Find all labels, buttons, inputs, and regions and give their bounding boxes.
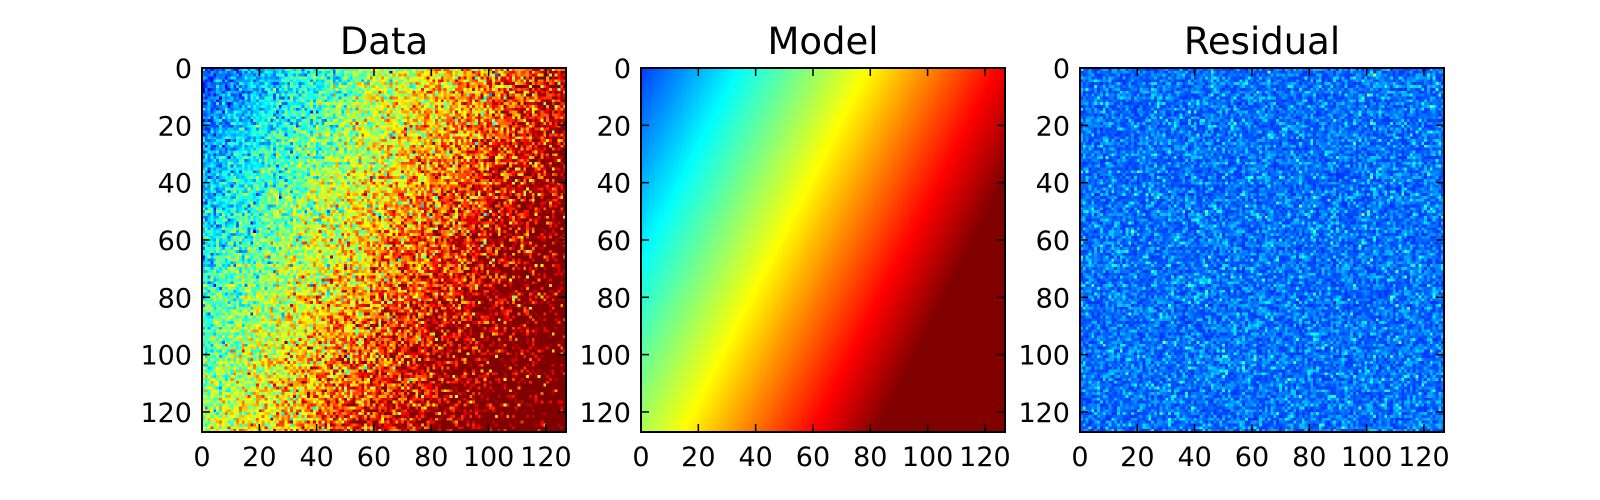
x-tick-label: 60 — [1235, 442, 1269, 473]
x-tick-label: 20 — [681, 442, 715, 473]
y-tick-label: 60 — [1036, 226, 1070, 257]
x-tick-label: 40 — [738, 442, 772, 473]
x-tick-label: 100 — [902, 442, 954, 473]
y-tick-label: 0 — [1053, 54, 1070, 85]
y-tick-label: 0 — [614, 54, 631, 85]
y-tick-label: 20 — [1036, 111, 1070, 142]
y-tick-label: 100 — [140, 341, 192, 372]
y-tick-label: 20 — [158, 111, 192, 142]
y-tick-label: 20 — [597, 111, 631, 142]
x-tick-label: 80 — [1292, 442, 1326, 473]
y-tick-label: 40 — [158, 169, 192, 200]
y-tick-label: 120 — [1018, 398, 1070, 429]
y-tick-label: 40 — [1036, 169, 1070, 200]
y-tick-label: 80 — [597, 283, 631, 314]
y-tick-label: 60 — [597, 226, 631, 257]
x-tick-label: 100 — [463, 442, 515, 473]
x-tick-label: 0 — [193, 442, 210, 473]
x-tick-label: 80 — [414, 442, 448, 473]
y-tick-label: 100 — [1018, 341, 1070, 372]
y-tick-label: 120 — [140, 398, 192, 429]
x-tick-label: 0 — [632, 442, 649, 473]
x-tick-label: 80 — [853, 442, 887, 473]
y-tick-label: 80 — [158, 283, 192, 314]
axes-frame-residual — [1079, 67, 1445, 433]
x-tick-label: 20 — [1120, 442, 1154, 473]
x-tick-label: 60 — [357, 442, 391, 473]
y-tick-label: 80 — [1036, 283, 1070, 314]
y-tick-label: 40 — [597, 169, 631, 200]
x-tick-label: 20 — [242, 442, 276, 473]
axes-frame-model — [640, 67, 1006, 433]
y-tick-label: 120 — [579, 398, 631, 429]
heatmap-image-model — [641, 68, 1005, 432]
y-tick-label: 0 — [175, 54, 192, 85]
axes-frame-data — [201, 67, 567, 433]
x-tick-label: 0 — [1071, 442, 1088, 473]
panel-title-model: Model — [767, 20, 878, 63]
heatmap-image-data — [202, 68, 566, 432]
x-tick-label: 100 — [1341, 442, 1393, 473]
x-tick-label: 40 — [1177, 442, 1211, 473]
panel-title-data: Data — [340, 20, 428, 63]
x-tick-label: 120 — [1398, 442, 1450, 473]
x-tick-label: 40 — [299, 442, 333, 473]
y-tick-label: 60 — [158, 226, 192, 257]
panel-title-residual: Residual — [1184, 20, 1340, 63]
heatmap-image-residual — [1080, 68, 1444, 432]
x-tick-label: 120 — [959, 442, 1011, 473]
x-tick-label: 60 — [796, 442, 830, 473]
x-tick-label: 120 — [520, 442, 572, 473]
y-tick-label: 100 — [579, 341, 631, 372]
